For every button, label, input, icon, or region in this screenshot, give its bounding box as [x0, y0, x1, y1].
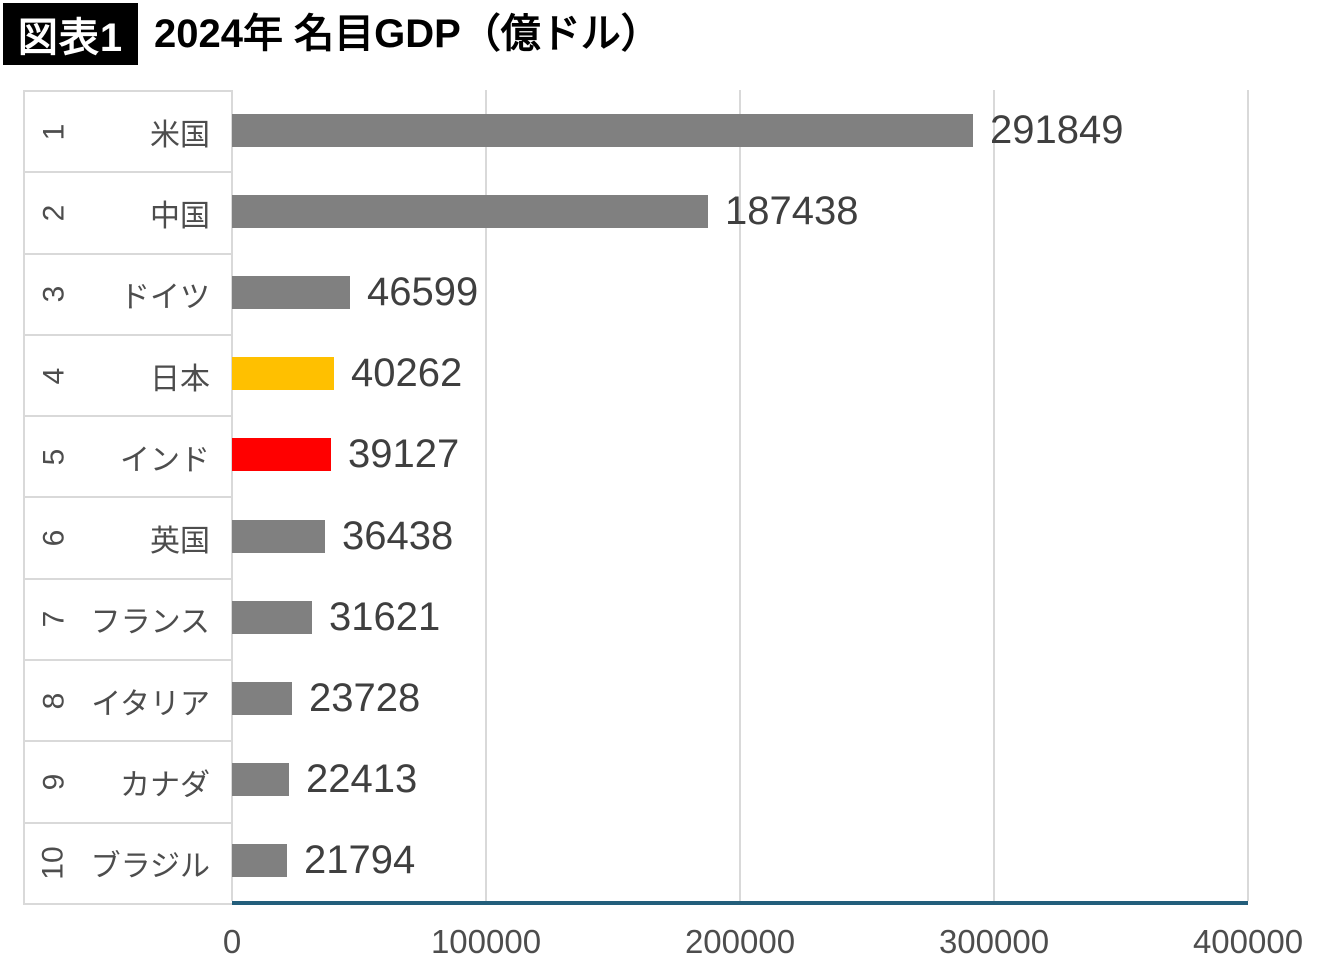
bar-row: 291849	[232, 90, 1248, 171]
rank-label: 2	[37, 204, 70, 222]
category-row: 10 ブラジル	[25, 824, 232, 903]
rank-label: 3	[37, 285, 70, 303]
value-label: 291849	[990, 108, 1124, 153]
rank-box: 5	[25, 440, 83, 474]
rank-box: 4	[25, 359, 83, 393]
bar	[232, 600, 312, 634]
bar-row: 39127	[232, 414, 1248, 495]
category-row: 1 米国	[25, 92, 232, 174]
figure-number-badge: 図表1	[3, 3, 138, 65]
bar-chart: 1 米国 2 中国 3 ドイツ 4 日本 5 インド 6 英国 7 フランス 8 イタリア 9 カナダ 10 ブラジル…	[23, 90, 1303, 967]
gridline	[485, 90, 487, 901]
rank-box: 8	[25, 684, 83, 718]
bar	[232, 357, 334, 391]
rank-label: 5	[37, 448, 70, 466]
category-row: 5 インド	[25, 417, 232, 499]
x-tick-label: 400000	[1192, 923, 1304, 960]
bar-row: 23728	[232, 658, 1248, 739]
value-label: 46599	[367, 270, 479, 315]
rank-label: 9	[37, 773, 70, 791]
category-label: フランス	[90, 606, 210, 640]
category-label: 米国	[150, 118, 210, 152]
bar	[232, 762, 289, 796]
rank-box: 9	[25, 765, 83, 799]
value-label: 21794	[304, 837, 416, 882]
rank-label: 7	[37, 611, 70, 628]
rank-box: 6	[25, 521, 83, 555]
value-label: 23728	[309, 675, 421, 720]
bar	[232, 438, 331, 472]
category-row: 7 フランス	[25, 580, 232, 662]
x-tick-label: 300000	[938, 923, 1050, 960]
x-axis-line	[232, 901, 1248, 905]
value-label: 36438	[342, 513, 454, 558]
category-label: 日本	[150, 362, 210, 396]
value-label: 22413	[306, 756, 418, 801]
category-row: 3 ドイツ	[25, 255, 232, 336]
category-row: 4 日本	[25, 336, 232, 418]
bar	[232, 195, 708, 229]
value-label: 40262	[351, 351, 463, 396]
bar-row: 22413	[232, 739, 1248, 820]
category-label: イタリア	[91, 687, 210, 721]
x-tick-label: 200000	[684, 923, 796, 960]
x-tick-label: 100000	[430, 923, 542, 960]
chart-header: 図表1 2024年 名目GDP（億ドル）	[3, 3, 661, 65]
category-row: 2 中国	[25, 173, 232, 255]
bar	[232, 114, 973, 148]
rank-label: 6	[37, 529, 70, 547]
bar	[232, 843, 287, 877]
x-tick-label: 0	[222, 923, 242, 960]
value-label: 39127	[348, 432, 460, 477]
plot-area: 291849 187438 46599 40262 39127 36438 31621 237…	[231, 90, 1249, 905]
bar-row: 31621	[232, 577, 1248, 658]
bar-row: 40262	[232, 333, 1248, 414]
value-label: 31621	[329, 594, 441, 639]
bar-row: 21794	[232, 820, 1248, 901]
rank-label: 1	[37, 123, 70, 140]
gridline	[993, 90, 995, 901]
gridline	[231, 90, 233, 901]
category-label: インド	[120, 443, 210, 477]
rank-box: 3	[25, 277, 83, 311]
gridline	[1247, 90, 1249, 901]
bar	[232, 276, 350, 310]
rank-box: 7	[25, 602, 83, 636]
category-label: ブラジル	[90, 850, 210, 884]
category-label: 英国	[150, 525, 210, 559]
bar-row: 36438	[232, 495, 1248, 576]
chart-rows: 291849 187438 46599 40262 39127 36438 31621 237…	[232, 90, 1248, 901]
category-row: 6 英国	[25, 498, 232, 580]
bar-row: 46599	[232, 252, 1248, 333]
category-label: ドイツ	[120, 281, 210, 315]
gridline	[739, 90, 741, 901]
value-label: 187438	[725, 189, 859, 234]
page-title: 2024年 名目GDP（億ドル）	[154, 12, 661, 56]
bar-row: 187438	[232, 171, 1248, 252]
category-label: 中国	[150, 199, 210, 233]
category-label: カナダ	[120, 769, 210, 803]
rank-label: 4	[37, 367, 70, 384]
rank-box: 1	[25, 115, 83, 149]
bar	[232, 681, 292, 715]
rank-label: 10	[37, 846, 70, 880]
rank-box: 2	[25, 196, 83, 230]
bar	[232, 519, 325, 553]
rank-box: 10	[25, 846, 83, 880]
category-row: 9 カナダ	[25, 742, 232, 824]
rank-label: 8	[37, 692, 70, 710]
x-axis-ticks: 0 100000 200000 300000 400000	[23, 915, 1303, 965]
category-row: 8 イタリア	[25, 661, 232, 743]
category-column: 1 米国 2 中国 3 ドイツ 4 日本 5 インド 6 英国 7 フランス 8 イタリア 9 カナダ 10 ブラジル	[23, 90, 232, 905]
